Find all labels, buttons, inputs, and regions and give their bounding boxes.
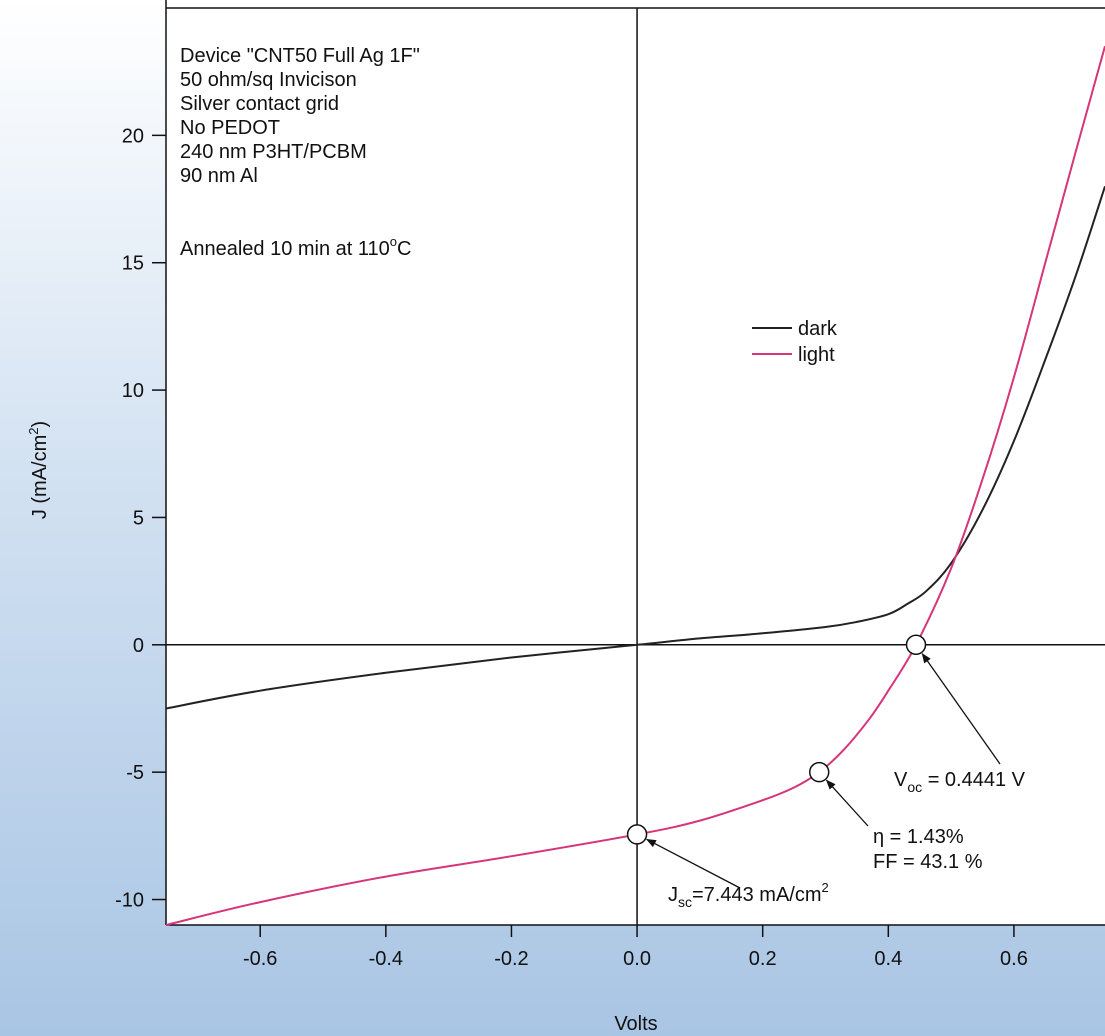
x-axis-title: Volts [614, 1013, 657, 1035]
y-tick-label: -5 [126, 762, 144, 784]
legend-label-dark: dark [798, 318, 838, 340]
series-line-dark [165, 185, 1105, 710]
info-line: No PEDOT [180, 117, 280, 139]
legend: dark light [752, 318, 838, 366]
info-line: 240 nm P3HT/PCBM [180, 141, 367, 163]
plot-area [166, 0, 1105, 925]
x-tick-label: 0.4 [874, 948, 902, 970]
legend-label-light: light [798, 344, 835, 366]
y-tick-label: 0 [133, 635, 144, 657]
x-tick-label: 0.2 [749, 948, 777, 970]
info-line: Device "CNT50 Full Ag 1F" [180, 45, 420, 67]
y-tick-label: 15 [122, 253, 144, 275]
jsc-arrow [645, 838, 741, 889]
y-axis-title: J (mA/cm2) [26, 421, 51, 519]
info-box: Device "CNT50 Full Ag 1F" 50 ohm/sq Invi… [180, 45, 420, 260]
y-tick-label: 10 [122, 380, 144, 402]
eta-arrow [825, 779, 869, 827]
axis-ticks: -0.6 -0.4 -0.2 0.0 0.2 0.4 0.6 -10 -5 0 5 10 15 20 [115, 125, 1028, 970]
x-tick-label: -0.4 [369, 948, 403, 970]
data-marker [808, 761, 830, 783]
eta-annotation: η = 1.43% [873, 826, 964, 848]
y-tick-label: 20 [122, 125, 144, 147]
data-marker [905, 634, 927, 656]
annotation-arrows [645, 652, 1001, 889]
series-layer [165, 45, 1105, 926]
voc-arrow [921, 652, 1001, 765]
ff-annotation: FF = 43.1 % [873, 851, 983, 873]
info-line: 90 nm Al [180, 165, 258, 187]
x-tick-label: -0.2 [494, 948, 528, 970]
data-marker [626, 824, 648, 845]
x-tick-label: 0.0 [623, 948, 651, 970]
info-line-annealed: Annealed 10 min at 110oC [180, 234, 411, 260]
marker-layer [626, 634, 927, 845]
info-line: 50 ohm/sq Invicison [180, 69, 357, 91]
x-tick-label: -0.6 [243, 948, 277, 970]
voc-annotation: Voc = 0.4441 V [894, 769, 1026, 795]
info-line: Silver contact grid [180, 93, 339, 115]
series-line-light [165, 45, 1105, 926]
x-tick-label: 0.6 [1000, 948, 1028, 970]
jsc-annotation: Jsc=7.443 mA/cm2 [668, 880, 829, 910]
y-tick-label: 5 [133, 507, 144, 529]
y-tick-label: -10 [115, 890, 144, 912]
